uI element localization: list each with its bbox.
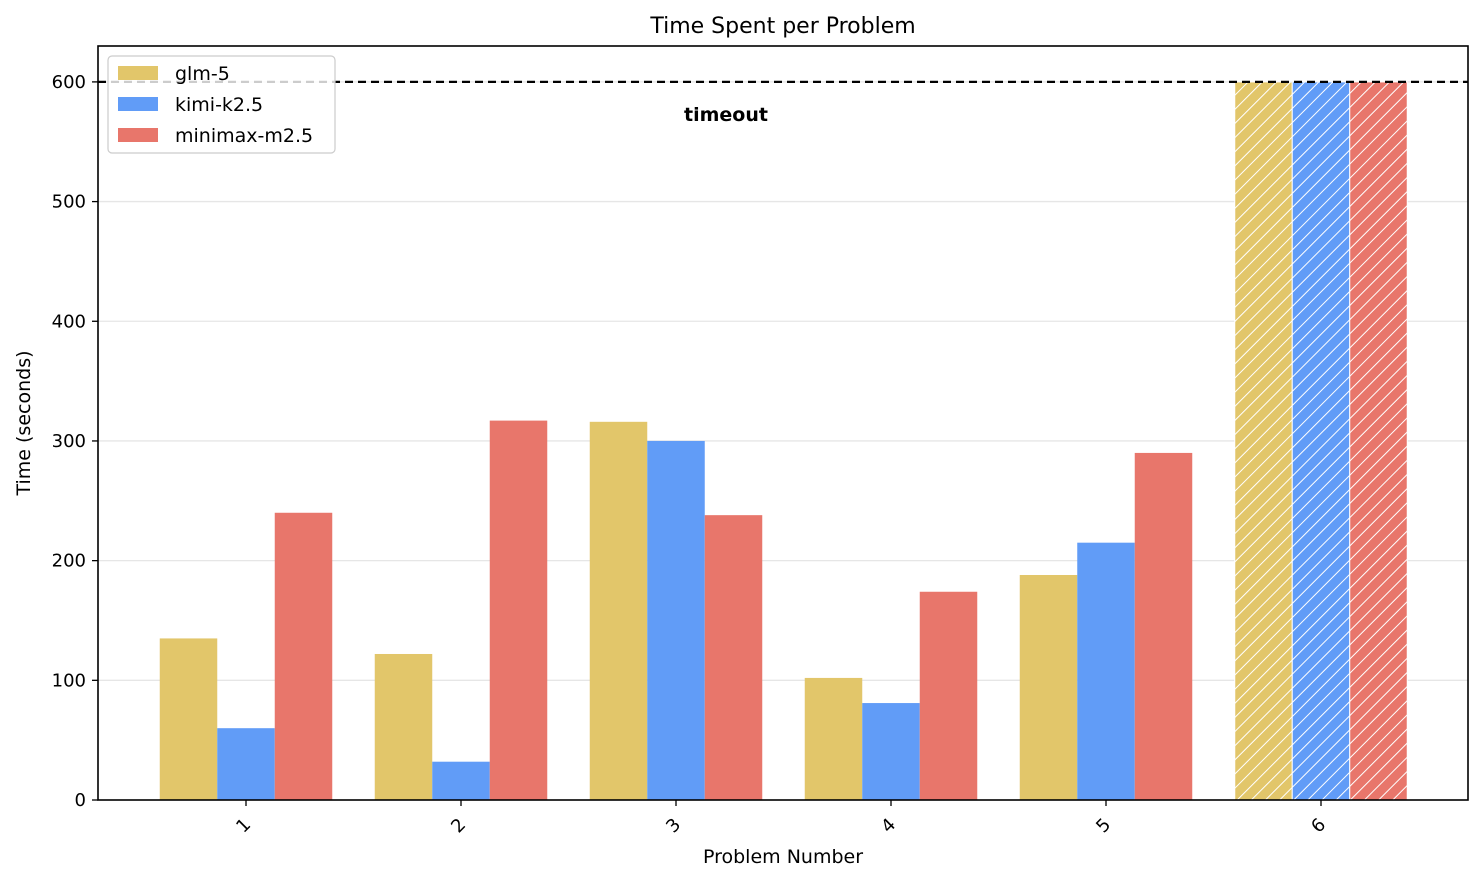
x-tick-label: 4 [877,814,900,837]
bar-kimi-k2.5-problem-2 [432,761,490,800]
y-tick-label: 600 [52,72,86,93]
bar-glm-5-problem-6 [1234,81,1293,801]
bar-kimi-k2.5-problem-5 [1077,542,1135,800]
bar-minimax-m2.5-problem-4 [919,591,978,800]
bar-minimax-m2.5-problem-1 [274,512,333,800]
x-tick-label: 6 [1307,814,1330,837]
bar-minimax-m2.5-problem-6 [1349,81,1408,801]
legend-swatch-glm-5 [118,66,158,80]
legend-label-glm-5: glm-5 [175,63,230,85]
x-tick-label: 3 [662,814,685,837]
bar-glm-5-problem-5 [1019,574,1078,800]
x-tick-label: 2 [447,814,470,837]
bar-minimax-m2.5-problem-3 [704,515,763,800]
y-axis-ticks: 0 100 200 300 400 500 600 [52,72,98,811]
bar-kimi-k2.5-problem-1 [217,728,275,800]
x-tick-label: 1 [232,814,255,837]
chart-title: Time Spent per Problem [649,14,915,39]
y-tick-label: 100 [52,670,86,691]
bar-kimi-k2.5-problem-6 [1291,81,1351,801]
y-tick-label: 500 [52,192,86,213]
legend-swatch-kimi-k2.5 [118,97,158,111]
y-tick-label: 300 [52,431,86,452]
timeout-annotation: timeout [684,104,768,126]
y-tick-label: 400 [52,311,86,332]
legend-swatch-minimax-m2.5 [118,128,158,142]
bar-glm-5-problem-1 [159,638,218,800]
bar-glm-5-problem-4 [804,677,863,800]
plot-frame [97,45,1469,801]
y-axis-label: Time (seconds) [13,350,35,496]
y-tick-label: 0 [75,790,86,811]
bar-kimi-k2.5-problem-4 [862,703,920,800]
legend-label-minimax-m2.5: minimax-m2.5 [175,125,313,147]
bar-kimi-k2.5-problem-3 [647,440,705,800]
bar-glm-5-problem-2 [374,653,433,800]
legend: glm-5 kimi-k2.5 minimax-m2.5 [107,55,336,154]
x-axis-label: Problem Number [703,846,863,868]
legend-box [107,55,336,154]
bar-glm-5-problem-3 [589,421,648,800]
legend-label-kimi-k2.5: kimi-k2.5 [175,94,263,116]
x-tick-label: 5 [1092,814,1115,837]
bar-minimax-m2.5-problem-5 [1134,452,1193,800]
x-axis-ticks: 1 2 3 4 5 6 [232,800,1330,837]
bar-minimax-m2.5-problem-2 [489,420,548,800]
y-tick-label: 200 [52,551,86,572]
bars [159,81,1408,801]
